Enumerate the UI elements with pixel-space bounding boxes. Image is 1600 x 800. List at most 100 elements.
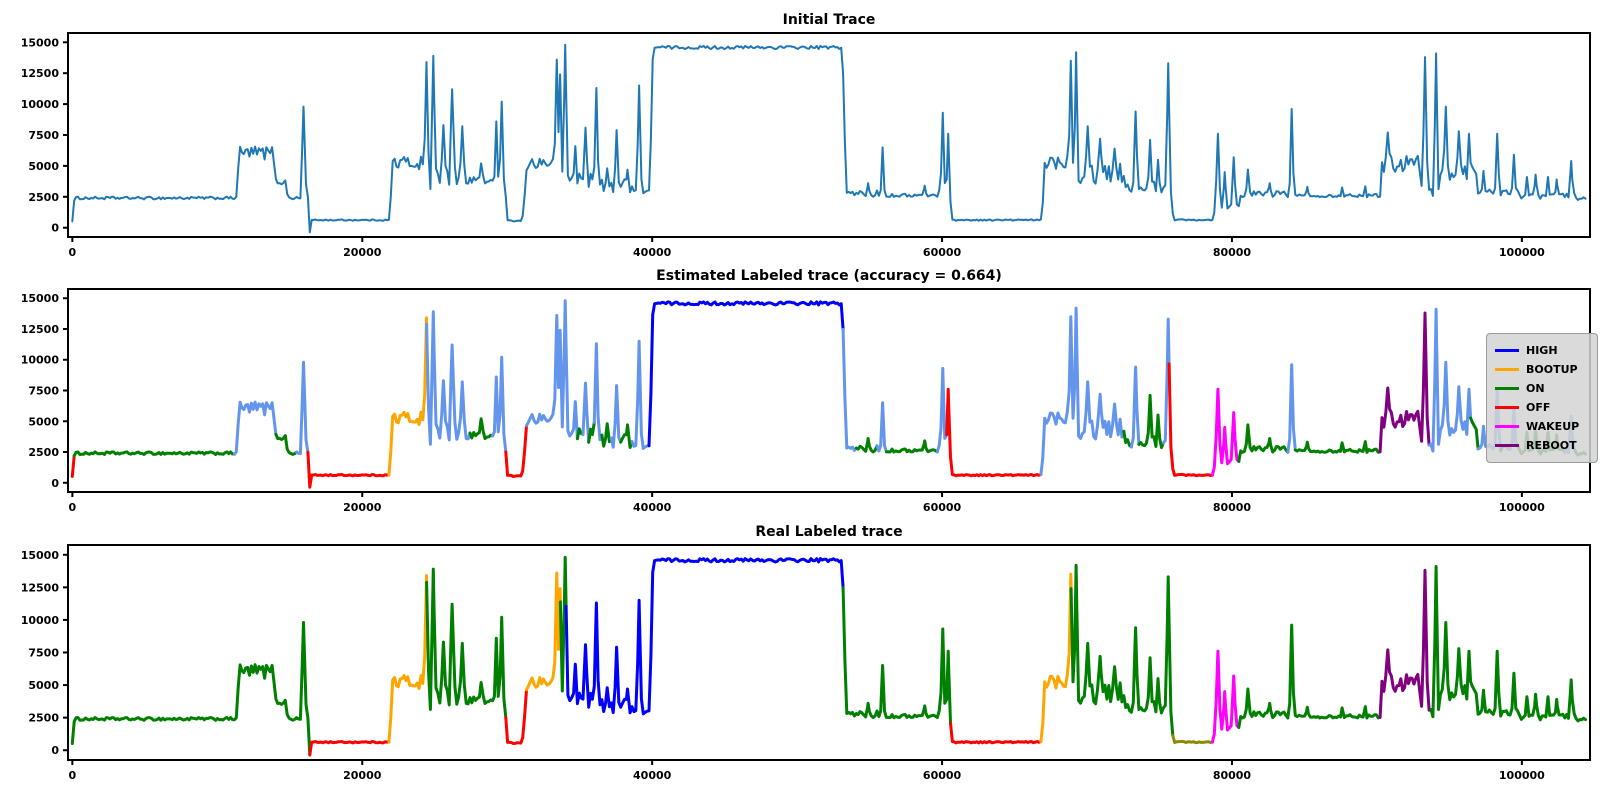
legend-label-bootup: BOOTUP: [1526, 363, 1578, 376]
trace-active: [935, 366, 949, 454]
trace-wakeup: [1210, 649, 1241, 744]
trace-on: [1429, 565, 1587, 723]
y-axis-tick-label: 15000: [21, 36, 60, 49]
trace-high: [647, 300, 845, 448]
trace-on: [1237, 423, 1290, 463]
trace-on: [619, 423, 634, 449]
trace-on: [600, 422, 613, 448]
y-axis-tick-label: 7500: [28, 647, 59, 660]
trace-reboot: [1378, 568, 1433, 719]
trace-on: [1069, 563, 1175, 737]
trace-bootup: [525, 571, 562, 692]
trace-on: [1237, 623, 1382, 729]
trace-off: [945, 387, 1043, 478]
axes-spines: [67, 32, 1591, 238]
legend-line-on: [1495, 387, 1519, 390]
trace-wakeup: [1210, 387, 1241, 477]
plot3-title: Real Labeled trace: [755, 524, 903, 540]
x-axis-tick-label: 100000: [1499, 501, 1545, 514]
legend-label-high: HIGH: [1526, 344, 1558, 357]
x-axis-tick-label: 40000: [633, 501, 672, 514]
trace-off: [306, 450, 391, 489]
x-axis-tick-label: 80000: [1213, 501, 1252, 514]
trace-idle: [1171, 734, 1214, 745]
trace-initial: [71, 43, 1587, 234]
trace-on: [425, 567, 508, 720]
trace-on: [70, 621, 312, 757]
plot1-title: Initial Trace: [782, 12, 876, 28]
legend-item-off: OFF: [1495, 398, 1589, 417]
trace-active: [295, 360, 310, 456]
trace-off: [504, 688, 528, 746]
trace-bootup: [1039, 572, 1073, 743]
trace-on: [1469, 416, 1480, 451]
trace-bootup: [387, 316, 429, 477]
trace-on: [558, 555, 568, 693]
y-axis-tick-label: 10000: [21, 614, 60, 627]
trace-active: [1286, 363, 1297, 454]
x-axis-tick-label: 20000: [343, 246, 382, 259]
trace-on: [1137, 393, 1165, 450]
trace-active: [525, 299, 579, 441]
trace-active: [609, 384, 623, 449]
y-axis-tick-label: 12500: [21, 67, 60, 80]
legend-line-high: [1495, 349, 1519, 352]
trace-off: [504, 424, 528, 478]
legend-item-bootup: BOOTUP: [1495, 360, 1589, 379]
trace-off: [308, 740, 391, 757]
y-axis-tick-label: 10000: [21, 98, 60, 111]
y-axis-tick-label: 5000: [28, 679, 59, 692]
y-axis-tick-label: 12500: [21, 581, 60, 594]
x-axis-tick-label: 80000: [1213, 769, 1252, 782]
trace-on: [1293, 440, 1382, 454]
plot2-title: Estimated Labeled trace (accuracy = 0.66…: [656, 268, 1002, 284]
trace-on: [72, 450, 236, 458]
y-axis-tick-label: 15000: [21, 549, 60, 562]
x-axis-tick-label: 60000: [923, 769, 962, 782]
x-axis-tick-label: 60000: [923, 246, 962, 259]
trace-active: [1427, 307, 1473, 453]
y-axis-tick-label: 7500: [28, 385, 59, 398]
y-axis-tick-label: 5000: [28, 415, 59, 428]
trace-on: [854, 437, 879, 454]
legend-item-on: ON: [1495, 379, 1589, 398]
legend-line-reboot: [1495, 444, 1519, 447]
trace-on: [274, 432, 299, 456]
y-axis-tick-label: 15000: [21, 292, 60, 305]
trace-reboot: [1378, 311, 1431, 454]
trace-active: [841, 327, 858, 452]
trace-high: [564, 557, 845, 716]
x-axis-tick-label: 0: [69, 769, 77, 782]
axes-spines: [67, 544, 1591, 761]
trace-active: [1129, 365, 1141, 449]
subplot-2: 0 20000 40000 60000 80000 100000 0 2500 5000 7500…: [21, 544, 1591, 782]
axes-spines: [67, 288, 1591, 493]
legend-label-wakeup: WAKEUP: [1526, 420, 1580, 433]
x-axis-tick-label: 20000: [343, 501, 382, 514]
trace-on: [587, 420, 596, 444]
legend-line-bootup: [1495, 368, 1519, 371]
legend-item-high: HIGH: [1495, 341, 1589, 360]
legend-item-reboot: REBOOT: [1495, 436, 1589, 455]
trace-on: [884, 439, 939, 454]
trace-active: [425, 310, 472, 446]
trace-active: [581, 381, 591, 444]
trace-active: [491, 355, 508, 454]
trace-off: [1167, 362, 1214, 478]
y-axis-tick-label: 2500: [28, 191, 59, 204]
subplot-0: 0 20000 40000 60000 80000 100000 0 2500 5000 7500…: [21, 32, 1591, 259]
legend: HIGH BOOTUP ON OFF WAKEUP REBOOT: [1486, 333, 1598, 463]
trace-bootup: [387, 574, 429, 744]
legend-item-wakeup: WAKEUP: [1495, 417, 1589, 436]
trace-active: [630, 339, 651, 450]
x-axis-tick-label: 40000: [633, 769, 672, 782]
x-axis-tick-label: 20000: [343, 769, 382, 782]
y-axis-tick-label: 7500: [28, 129, 59, 142]
y-axis-tick-label: 0: [51, 477, 59, 490]
x-axis-tick-label: 100000: [1499, 246, 1545, 259]
trace-on: [468, 417, 495, 441]
legend-label-reboot: REBOOT: [1526, 439, 1577, 452]
x-axis-tick-label: 60000: [923, 501, 962, 514]
y-axis-tick-label: 0: [51, 222, 59, 235]
